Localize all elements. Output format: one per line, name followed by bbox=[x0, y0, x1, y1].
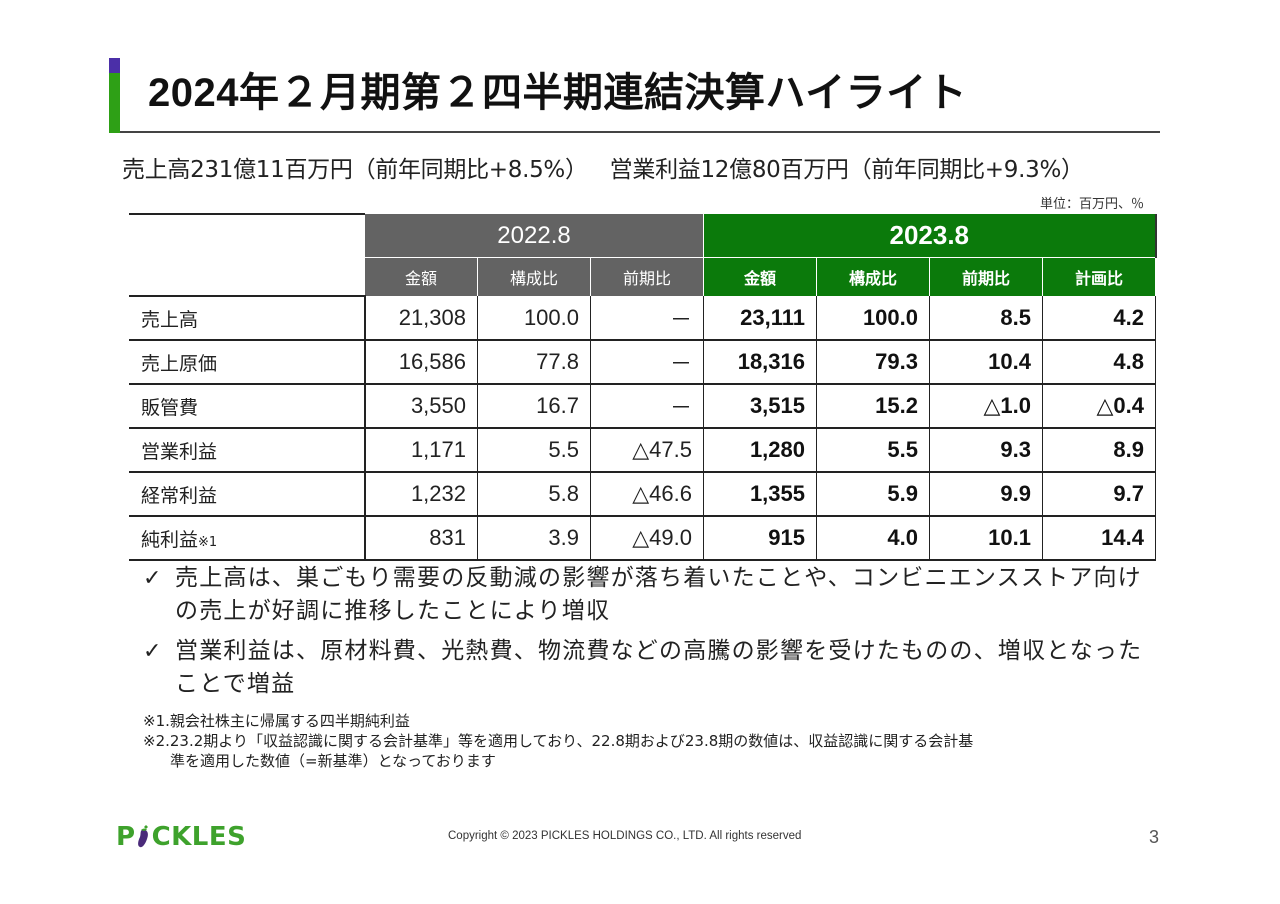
cell-2022-ratio: 16.7 bbox=[477, 384, 591, 429]
table-row: 営業利益 1,171 5.5 △47.5 1,280 5.5 9.3 8.9 bbox=[129, 428, 1156, 473]
col-header-2022-ratio: 構成比 bbox=[477, 257, 591, 296]
group-header-2023: 2023.8 bbox=[703, 214, 1157, 258]
cell-2023-vs-plan: 14.4 bbox=[1042, 516, 1156, 561]
col-header-2022-amount: 金額 bbox=[365, 257, 478, 296]
table-row: 売上高 21,308 100.0 － 23,111 100.0 8.5 4.2 bbox=[129, 296, 1156, 341]
footnote-2: ※2.23.2期より「収益認識に関する会計基準」等を適用しており、22.8期およ… bbox=[143, 732, 974, 750]
cell-2023-amount: 23,111 bbox=[703, 296, 817, 341]
cell-2023-vs-plan: 8.9 bbox=[1042, 428, 1156, 473]
cell-2023-ratio: 5.5 bbox=[816, 428, 930, 473]
row-label: 営業利益 bbox=[129, 428, 366, 473]
row-label-note: ※1 bbox=[198, 534, 218, 550]
summary-line: 売上高231億11百万円（前年同期比+8.5%） 営業利益12億80百万円（前年同… bbox=[122, 150, 1084, 184]
table-row: 売上原価 16,586 77.8 － 18,316 79.3 10.4 4.8 bbox=[129, 340, 1156, 385]
title-accent-green bbox=[109, 73, 120, 133]
cell-2023-yoy: 9.9 bbox=[929, 472, 1043, 517]
table-corner bbox=[129, 213, 365, 297]
bullet-text: 営業利益は、原材料費、光熱費、物流費などの高騰の影響を受けたものの、増収となった… bbox=[175, 638, 1143, 697]
cell-2022-amount: 21,308 bbox=[365, 296, 478, 341]
col-header-2023-ratio: 構成比 bbox=[816, 257, 930, 296]
row-label-text: 営業利益 bbox=[141, 440, 218, 463]
cell-2023-yoy: 10.4 bbox=[929, 340, 1043, 385]
table-row: 純利益※1 831 3.9 △49.0 915 4.0 10.1 14.4 bbox=[129, 516, 1156, 561]
cell-2023-yoy: 10.1 bbox=[929, 516, 1043, 561]
col-header-2023-yoy: 前期比 bbox=[929, 257, 1043, 296]
row-label-text: 売上高 bbox=[141, 308, 199, 331]
cell-2022-ratio: 100.0 bbox=[477, 296, 591, 341]
title-divider bbox=[120, 131, 1160, 133]
list-item: ✓ 売上高は、巣ごもり需要の反動減の影響が落ち着いたことや、コンビニエンスストア… bbox=[143, 562, 1153, 628]
cell-2022-ratio: 5.5 bbox=[477, 428, 591, 473]
cell-2023-yoy: 8.5 bbox=[929, 296, 1043, 341]
row-label-text: 経常利益 bbox=[141, 484, 218, 507]
cell-2022-yoy: － bbox=[590, 384, 704, 429]
footnote-2-continued: 準を適用した数値（=新基準）となっております bbox=[170, 752, 496, 770]
cell-2022-ratio: 3.9 bbox=[477, 516, 591, 561]
cell-2022-amount: 16,586 bbox=[365, 340, 478, 385]
cell-2022-yoy: － bbox=[590, 296, 704, 341]
cell-2023-vs-plan: 4.2 bbox=[1042, 296, 1156, 341]
logo-text-right: CKLES bbox=[151, 822, 247, 852]
check-icon: ✓ bbox=[143, 566, 162, 591]
cell-2023-yoy: 9.3 bbox=[929, 428, 1043, 473]
list-item: ✓ 営業利益は、原材料費、光熱費、物流費などの高騰の影響を受けたものの、増収とな… bbox=[143, 635, 1153, 701]
cell-2023-amount: 1,355 bbox=[703, 472, 817, 517]
cell-2023-vs-plan: 9.7 bbox=[1042, 472, 1156, 517]
financial-results-table: 2022.8 2023.8 金額 構成比 前期比 金額 構成比 前期比 計画比 … bbox=[129, 213, 1157, 561]
summary-operating-income: 営業利益12億80百万円（前年同期比+9.3%） bbox=[609, 157, 1084, 183]
cell-2023-amount: 3,515 bbox=[703, 384, 817, 429]
footnotes: ※1.親会社株主に帰属する四半期純利益 ※2.23.2期より「収益認識に関する会… bbox=[143, 711, 973, 771]
cell-2023-amount: 1,280 bbox=[703, 428, 817, 473]
highlights-list: ✓ 売上高は、巣ごもり需要の反動減の影響が落ち着いたことや、コンビニエンスストア… bbox=[143, 562, 1153, 708]
cell-2022-amount: 3,550 bbox=[365, 384, 478, 429]
cell-2022-yoy: － bbox=[590, 340, 704, 385]
row-label: 売上原価 bbox=[129, 340, 366, 385]
cell-2022-amount: 1,232 bbox=[365, 472, 478, 517]
col-header-2022-yoy: 前期比 bbox=[590, 257, 704, 296]
summary-sales: 売上高231億11百万円（前年同期比+8.5%） bbox=[122, 157, 588, 183]
page-number: 3 bbox=[1149, 827, 1160, 847]
cell-2023-ratio: 79.3 bbox=[816, 340, 930, 385]
row-label: 販管費 bbox=[129, 384, 366, 429]
row-label: 純利益※1 bbox=[129, 516, 366, 561]
cell-2023-ratio: 5.9 bbox=[816, 472, 930, 517]
cell-2023-ratio: 15.2 bbox=[816, 384, 930, 429]
cell-2023-ratio: 4.0 bbox=[816, 516, 930, 561]
col-header-2023-amount: 金額 bbox=[703, 257, 817, 296]
cell-2022-yoy: △47.5 bbox=[590, 428, 704, 473]
title-accent-purple bbox=[109, 58, 120, 73]
logo-text-left: P bbox=[116, 822, 136, 852]
check-icon: ✓ bbox=[143, 639, 162, 664]
group-header-2022: 2022.8 bbox=[365, 214, 704, 258]
table-row: 経常利益 1,232 5.8 △46.6 1,355 5.9 9.9 9.7 bbox=[129, 472, 1156, 517]
cell-2022-amount: 831 bbox=[365, 516, 478, 561]
row-label-text: 販管費 bbox=[141, 396, 199, 419]
cell-2023-yoy: △1.0 bbox=[929, 384, 1043, 429]
cell-2023-vs-plan: △0.4 bbox=[1042, 384, 1156, 429]
unit-label: 単位：百万円、％ bbox=[1039, 197, 1144, 212]
cell-2023-amount: 915 bbox=[703, 516, 817, 561]
cell-2023-vs-plan: 4.8 bbox=[1042, 340, 1156, 385]
footnote-1: ※1.親会社株主に帰属する四半期純利益 bbox=[143, 712, 410, 730]
pickles-logo: P CKLES bbox=[116, 822, 246, 852]
cell-2022-ratio: 5.8 bbox=[477, 472, 591, 517]
eggplant-icon bbox=[137, 825, 148, 848]
table-row: 販管費 3,550 16.7 － 3,515 15.2 △1.0 △0.4 bbox=[129, 384, 1156, 429]
row-label-text: 純利益 bbox=[141, 528, 199, 551]
row-label: 売上高 bbox=[129, 296, 366, 341]
cell-2023-amount: 18,316 bbox=[703, 340, 817, 385]
cell-2022-amount: 1,171 bbox=[365, 428, 478, 473]
bullet-text: 売上高は、巣ごもり需要の反動減の影響が落ち着いたことや、コンビニエンスストア向け… bbox=[175, 565, 1142, 624]
cell-2023-ratio: 100.0 bbox=[816, 296, 930, 341]
cell-2022-yoy: △46.6 bbox=[590, 472, 704, 517]
cell-2022-yoy: △49.0 bbox=[590, 516, 704, 561]
page-title: 2024年２月期第２四半期連結決算ハイライト bbox=[148, 71, 968, 115]
row-label: 経常利益 bbox=[129, 472, 366, 517]
cell-2022-ratio: 77.8 bbox=[477, 340, 591, 385]
row-label-text: 売上原価 bbox=[141, 352, 218, 375]
col-header-2023-vs-plan: 計画比 bbox=[1042, 257, 1156, 296]
copyright-text: Copyright © 2023 PICKLES HOLDINGS CO., L… bbox=[448, 830, 802, 842]
